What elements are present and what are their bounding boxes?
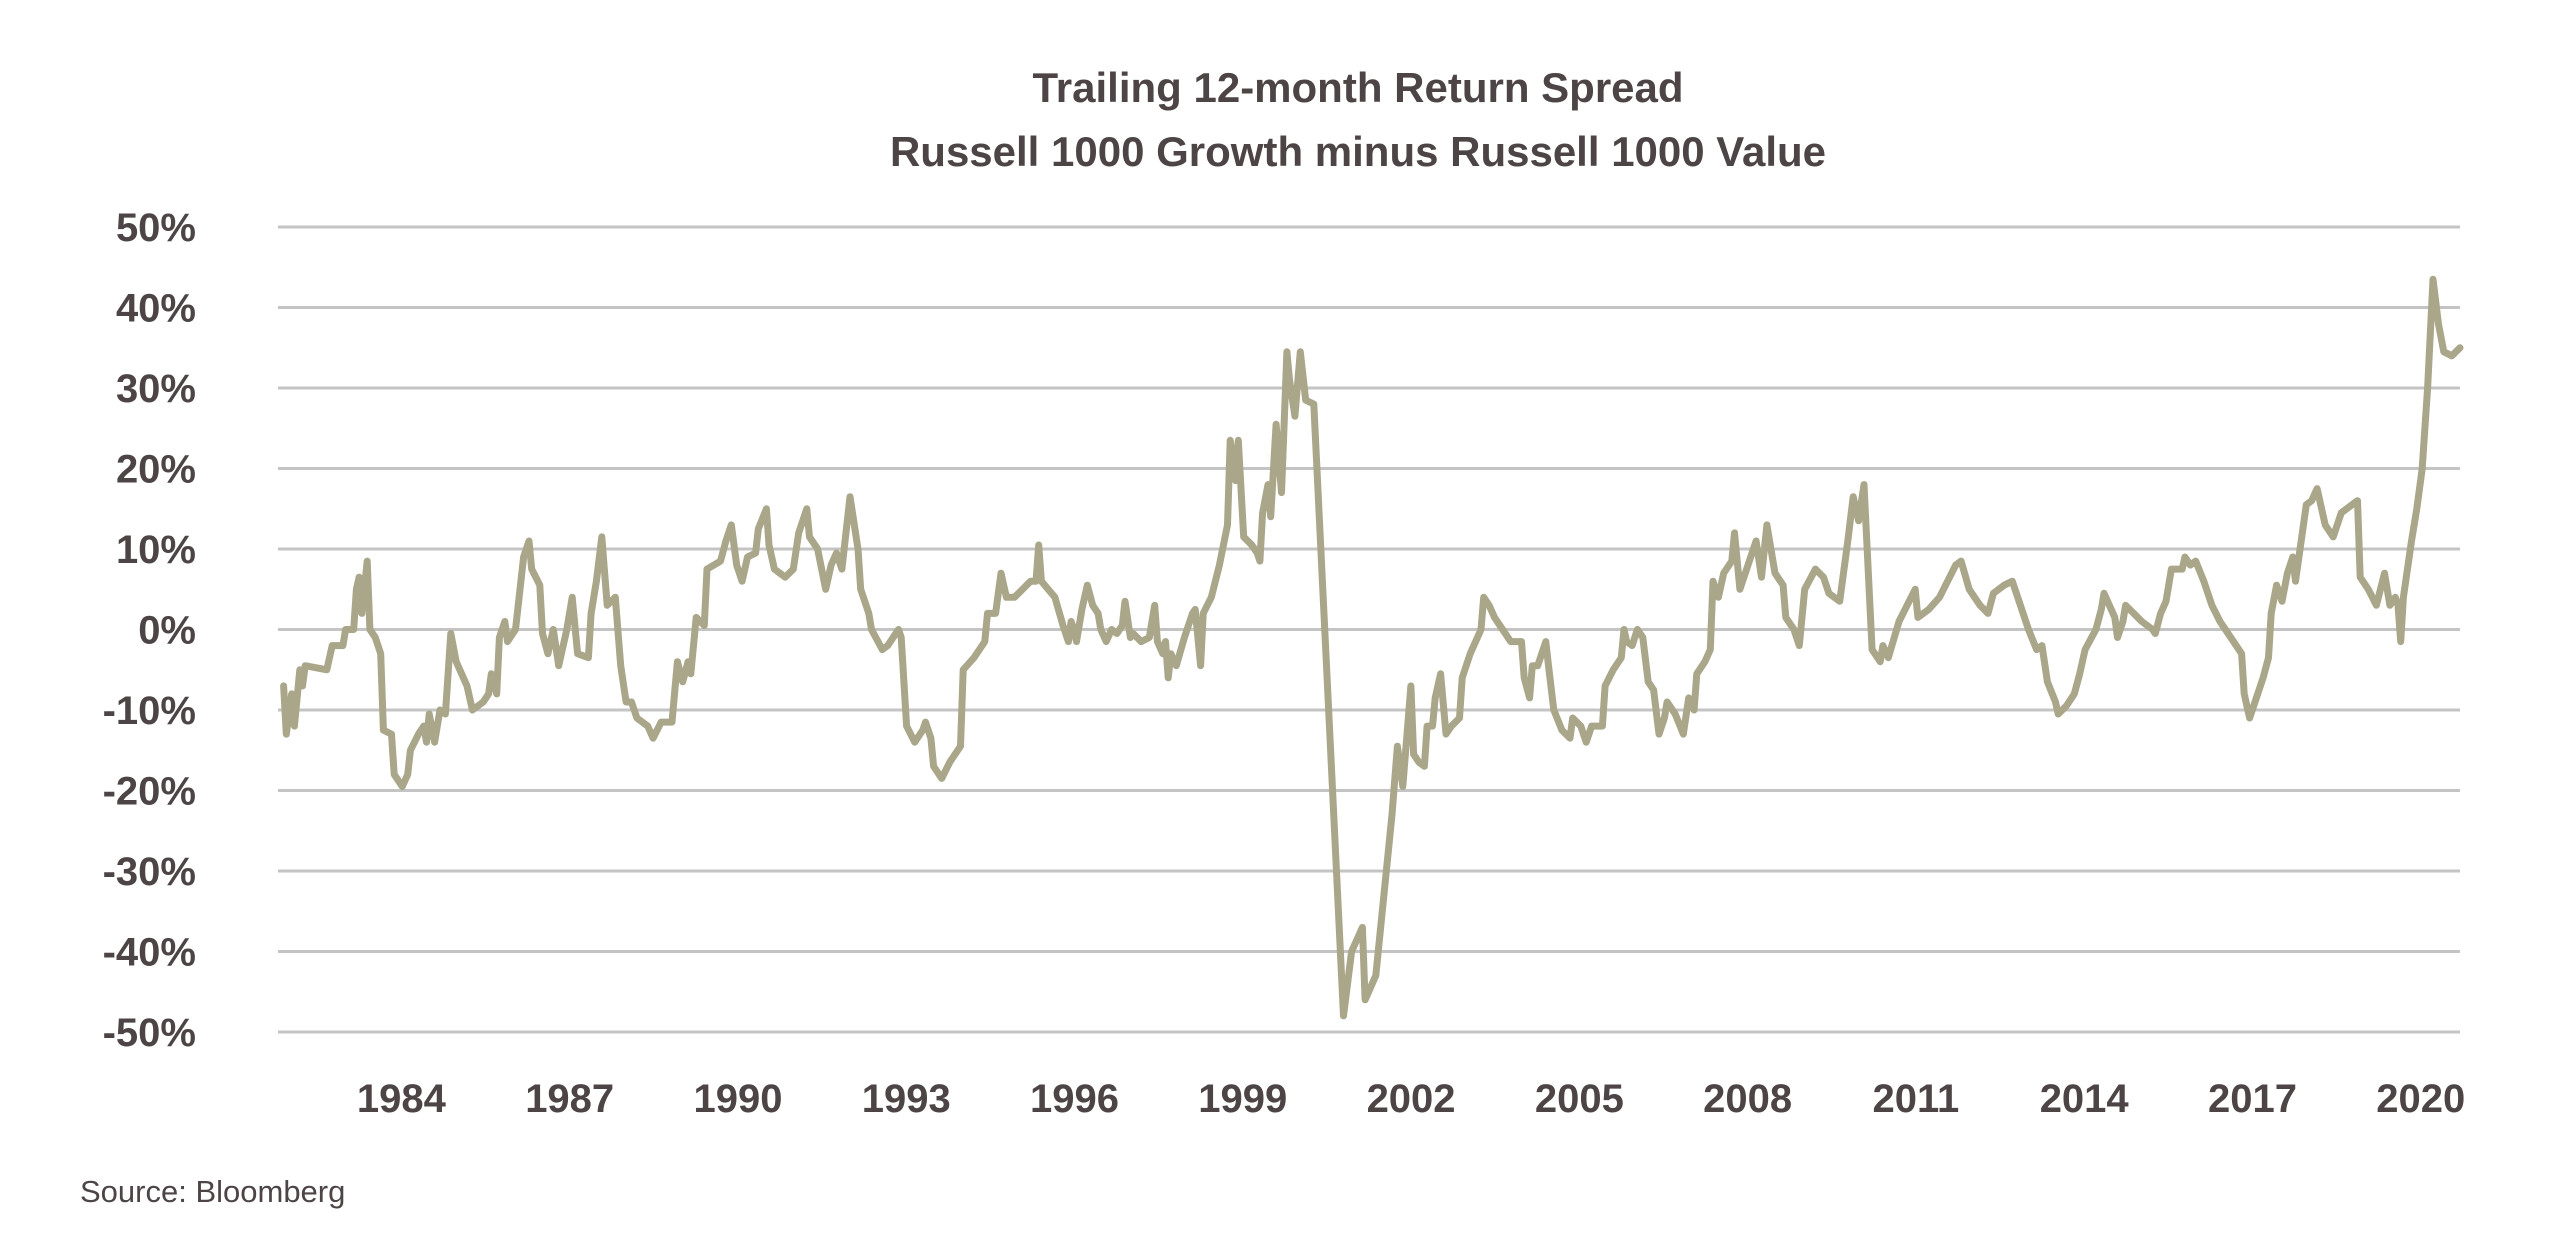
y-tick-label: -40% [103,931,196,975]
x-tick-label: 1990 [693,1077,782,1121]
series-layer [280,275,2464,1020]
y-tick-label: 20% [116,448,196,492]
y-tick-label: 0% [138,609,196,653]
y-axis-tick-labels: 50% 40% 30% 20% 10% 0% -10% -20% -30% -40% -50% [103,206,196,1055]
series-line-0 [280,275,2464,1020]
chart-title: Trailing 12-month Return Spread [1032,64,1683,111]
y-tick-label: -20% [103,770,196,814]
x-tick-label: 2017 [2208,1077,2297,1121]
x-tick-label: 1999 [1198,1077,1287,1121]
y-tick-label: 30% [116,367,196,411]
x-tick-label: 1987 [525,1077,614,1121]
y-tick-label: 50% [116,206,196,250]
chart-subtitle: Russell 1000 Growth minus Russell 1000 V… [890,128,1826,175]
y-tick-label: -10% [103,689,196,733]
x-tick-label: 2020 [2376,1077,2465,1121]
y-tick-label: -30% [103,850,196,894]
x-axis-tick-labels: 1984 1987 1990 1993 1996 1999 2002 2005 2008 2011… [357,1077,2465,1121]
gridlines [278,225,2460,1034]
x-tick-label: 2014 [2040,1077,2130,1121]
y-tick-label: 40% [116,287,196,331]
source-note: Source: Bloomberg [80,1174,345,1209]
x-tick-label: 2011 [1873,1077,1960,1121]
y-tick-label: -50% [103,1011,196,1055]
x-tick-label: 2002 [1367,1077,1456,1121]
x-tick-label: 1996 [1030,1077,1119,1121]
x-tick-label: 2005 [1535,1077,1624,1121]
y-tick-label: 10% [116,528,196,572]
x-tick-label: 1993 [862,1077,951,1121]
x-tick-label: 1984 [357,1077,447,1121]
x-tick-label: 2008 [1703,1077,1792,1121]
